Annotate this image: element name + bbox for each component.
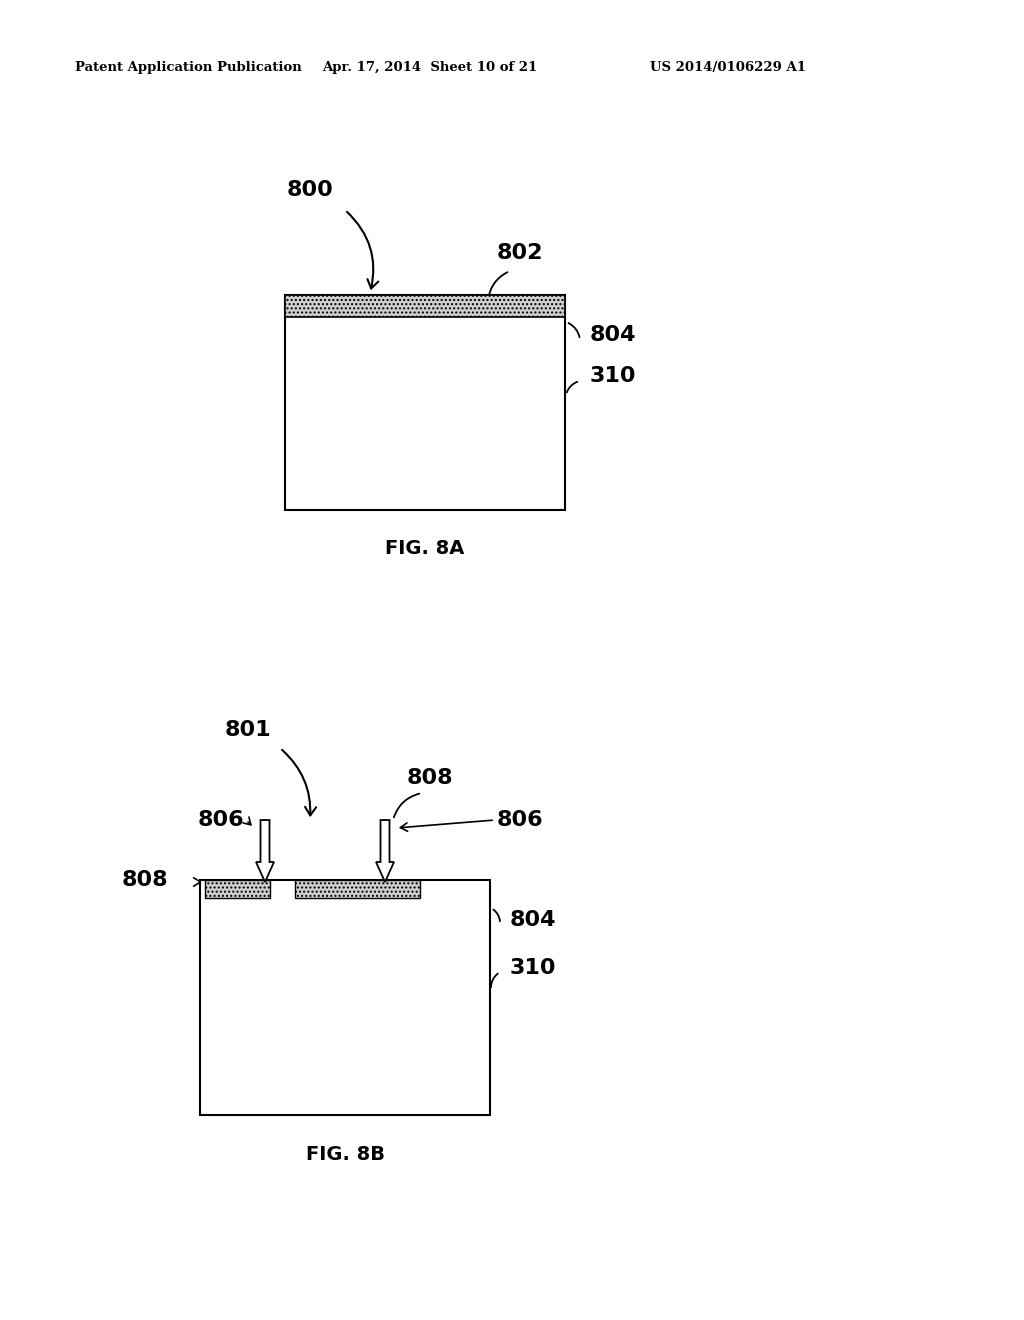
FancyArrowPatch shape bbox=[568, 323, 580, 338]
Text: 804: 804 bbox=[510, 909, 556, 931]
FancyArrowPatch shape bbox=[194, 878, 201, 886]
Text: 310: 310 bbox=[510, 958, 556, 978]
Text: 801: 801 bbox=[224, 719, 271, 741]
FancyArrowPatch shape bbox=[347, 213, 378, 289]
Bar bbox=[200, 880, 490, 1115]
Bar bbox=[295, 880, 420, 898]
Bar bbox=[285, 294, 565, 510]
Bar bbox=[285, 294, 565, 317]
FancyArrowPatch shape bbox=[494, 909, 500, 921]
Text: 808: 808 bbox=[407, 768, 454, 788]
FancyArrowPatch shape bbox=[400, 820, 493, 832]
Text: 800: 800 bbox=[287, 180, 334, 201]
Text: 808: 808 bbox=[122, 870, 168, 890]
FancyArrowPatch shape bbox=[488, 272, 508, 300]
FancyArrowPatch shape bbox=[394, 793, 419, 817]
Text: Patent Application Publication: Patent Application Publication bbox=[75, 62, 302, 74]
FancyArrowPatch shape bbox=[282, 750, 316, 816]
Bar bbox=[205, 880, 270, 898]
Text: 802: 802 bbox=[497, 243, 544, 263]
Text: 804: 804 bbox=[590, 325, 637, 345]
FancyArrowPatch shape bbox=[567, 381, 578, 392]
FancyArrowPatch shape bbox=[243, 817, 251, 825]
FancyArrow shape bbox=[376, 820, 394, 882]
Text: US 2014/0106229 A1: US 2014/0106229 A1 bbox=[650, 62, 806, 74]
Text: FIG. 8A: FIG. 8A bbox=[385, 539, 465, 557]
Text: 806: 806 bbox=[497, 810, 544, 830]
Text: FIG. 8B: FIG. 8B bbox=[305, 1146, 384, 1164]
FancyArrow shape bbox=[256, 820, 274, 882]
Text: Apr. 17, 2014  Sheet 10 of 21: Apr. 17, 2014 Sheet 10 of 21 bbox=[323, 62, 538, 74]
FancyArrowPatch shape bbox=[490, 974, 498, 987]
Text: 310: 310 bbox=[590, 366, 637, 385]
Text: 806: 806 bbox=[198, 810, 244, 830]
